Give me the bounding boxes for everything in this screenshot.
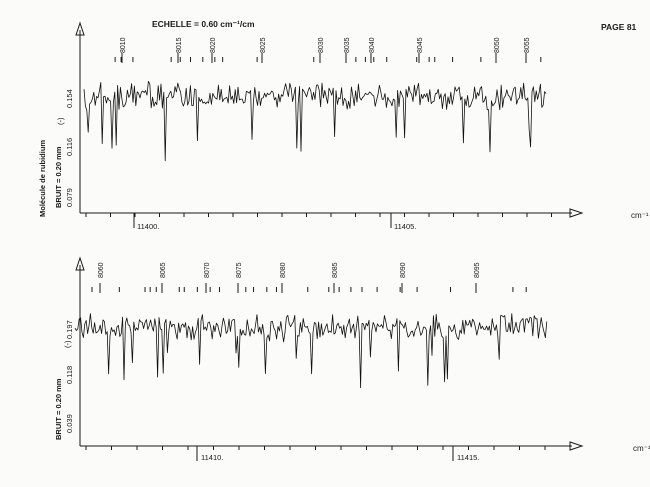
x-unit-bottom: cm⁻¹ (633, 444, 650, 453)
y-tick-label: 0.079 (65, 188, 74, 207)
y-tick-label: 0.154 (65, 89, 74, 108)
peak-label: 8025 (260, 37, 267, 53)
y-axis-arrow-top (75, 21, 85, 36)
x-unit-top: cm⁻¹ (631, 211, 649, 220)
peak-label: 8060 (98, 262, 105, 278)
scale-label: ECHELLE = 0.60 cm⁻¹/cm (152, 19, 255, 29)
minor-ticks-bottom (85, 446, 546, 450)
marker-bottom: (-) (63, 340, 72, 348)
y-tick-label: 0.118 (65, 366, 74, 384)
x-tick-label: 11410. (201, 453, 223, 462)
x-axis-arrow-top (569, 208, 584, 218)
x-axis-arrow-bottom (569, 441, 584, 451)
peak-markers-top: 8010 8015 8020 8025 8030 8035 8040 8045 8050 8055 (114, 37, 542, 63)
peak-label: 8040 (369, 37, 376, 53)
peak-markers-bottom: 8060 8065 8070 8075 8080 8085 8090 8095 (91, 262, 527, 293)
peak-label: 8075 (236, 262, 243, 278)
peak-label: 8055 (524, 37, 531, 53)
peak-label: 8080 (280, 262, 287, 278)
peak-label: 8030 (318, 37, 325, 53)
peak-label: 8070 (204, 262, 211, 278)
peak-label: 8065 (160, 262, 167, 278)
peak-label: 8050 (494, 37, 501, 53)
peak-label: 8045 (417, 37, 424, 53)
x-tick-label: 11400. (137, 222, 159, 231)
y-tick-label: 0.197 (65, 320, 74, 339)
peak-label: 8020 (210, 37, 217, 53)
molecule-label: Molécule de rubidium (38, 140, 47, 217)
y-tick-label: 0.039 (65, 414, 74, 433)
minor-ticks-top (85, 213, 552, 217)
panel-bottom: cm⁻¹ 11410. 11415. 0.039 0.118 0.197 806… (65, 256, 650, 462)
y-tick-label: 0.116 (65, 138, 74, 156)
page-number: PAGE 81 (601, 22, 637, 32)
x-tick-label: 11405. (394, 222, 416, 231)
panel-top: cm⁻¹ 11400. 11405. 0.079 0.116 0.154 801… (65, 21, 649, 231)
peak-label: 8035 (344, 37, 351, 53)
noise-label-bottom: BRUIT = 0.20 mm (54, 378, 63, 440)
peak-label: 8095 (474, 262, 481, 278)
noise-label-top: BRUIT = 0.20 mm (54, 146, 63, 208)
peak-label: 8090 (400, 262, 407, 278)
peak-label: 8010 (120, 37, 127, 53)
x-tick-label: 11415. (457, 453, 479, 462)
marker-top: (-) (56, 117, 65, 125)
spectrum-trace-bottom (74, 313, 548, 389)
y-axis-arrow-bottom (75, 256, 85, 271)
spectrum-trace-top (83, 81, 547, 162)
peak-label: 8015 (176, 37, 183, 53)
peak-label: 8085 (332, 262, 339, 278)
